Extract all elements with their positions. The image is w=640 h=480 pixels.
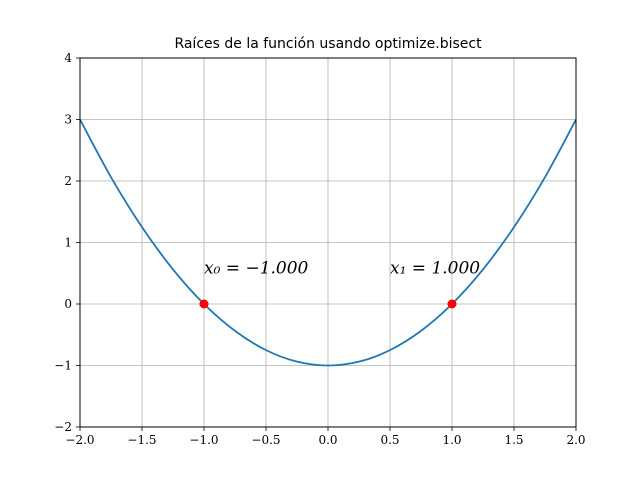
x-tick-label: −0.5 <box>251 433 280 447</box>
root-point <box>447 299 457 309</box>
x-axis-ticks: −2.0 −1.5 −1.0 −0.5 0.0 0.5 1.0 1.5 2.0 <box>65 427 586 447</box>
y-tick-label: 0 <box>64 297 72 311</box>
y-tick-label: 4 <box>64 51 72 65</box>
chart-title: Raíces de la función usando optimize.bis… <box>174 36 482 52</box>
y-tick-label: 2 <box>64 174 72 188</box>
grid-lines <box>79 57 577 428</box>
series-layer <box>79 119 577 367</box>
x-tick-label: −2.0 <box>65 433 94 447</box>
x-tick-label: 1.0 <box>442 433 461 447</box>
y-tick-label: 3 <box>64 113 72 127</box>
root-label: x₁ = 1.000 <box>390 258 480 278</box>
x-tick-label: −1.0 <box>189 433 218 447</box>
root-markers <box>199 299 457 309</box>
x-tick-label: −1.5 <box>127 433 156 447</box>
function-curve <box>79 119 577 367</box>
y-tick-label: 1 <box>64 236 72 250</box>
root-label: x₀ = −1.000 <box>204 258 309 278</box>
y-tick-label: −1 <box>54 359 72 373</box>
root-annotations: x₀ = −1.000 x₁ = 1.000 <box>204 258 480 278</box>
x-tick-label: 0.5 <box>380 433 399 447</box>
y-axis-ticks: −2 −1 0 1 2 3 4 <box>54 51 80 434</box>
x-tick-label: 1.5 <box>504 433 523 447</box>
y-tick-label: −2 <box>54 420 72 434</box>
x-tick-label: 0.0 <box>318 433 337 447</box>
x-tick-label: 2.0 <box>566 433 585 447</box>
root-point <box>199 299 209 309</box>
